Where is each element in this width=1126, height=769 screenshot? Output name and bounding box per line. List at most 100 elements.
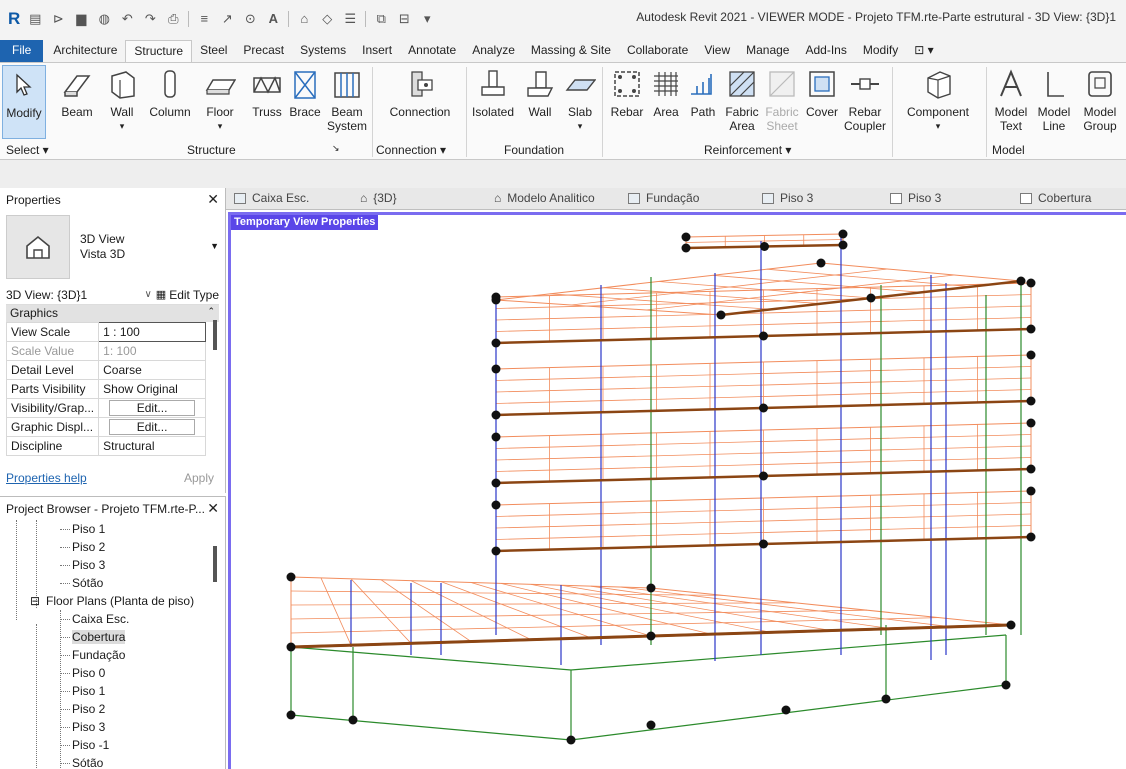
tree-group-floor-plans[interactable]: Floor Plans (Planta de piso) [46, 594, 195, 608]
slab-grid-line[interactable] [495, 434, 1032, 449]
detail-level-value[interactable]: Coarse [98, 360, 206, 380]
slab-grid-line[interactable] [495, 389, 1032, 404]
connection-panel-label[interactable]: Connection ▾ [376, 143, 447, 157]
analytical-node[interactable] [1026, 464, 1036, 474]
slab-grid-line[interactable] [604, 287, 822, 305]
tab-steel[interactable]: Steel [200, 43, 228, 57]
slab-grid-line[interactable] [495, 525, 1032, 540]
tree-item[interactable]: Fundação [72, 648, 126, 662]
column-button[interactable]: Column [146, 65, 194, 141]
ribbon-minimize-icon[interactable]: ⊡ ▾ [914, 43, 934, 57]
model-group-button[interactable]: Model Group [1078, 65, 1122, 141]
analytical-node[interactable] [1026, 396, 1036, 406]
slab-grid-line[interactable] [495, 513, 1032, 529]
analytical-node[interactable] [681, 232, 691, 242]
print-icon[interactable]: ⎙ [168, 11, 179, 26]
view-tab-fundacao[interactable]: Fundação [628, 191, 699, 205]
analytical-node[interactable] [866, 293, 876, 303]
tab-file[interactable]: File [0, 40, 44, 62]
slab-edge[interactable] [820, 262, 1022, 282]
properties-help-link[interactable]: Properties help [6, 471, 87, 485]
view-tab-caixa-esc[interactable]: Caixa Esc. [234, 191, 309, 205]
analytical-node[interactable] [286, 572, 296, 582]
save-icon[interactable]: ▆ [76, 11, 87, 26]
area-reinforcement-button[interactable]: Area [648, 65, 684, 141]
analytical-node[interactable] [491, 410, 501, 420]
revit-logo[interactable]: R [8, 9, 21, 28]
analytical-node[interactable] [491, 364, 501, 374]
tab-view[interactable]: View [704, 43, 731, 57]
section-icon[interactable]: ◇ [322, 11, 333, 26]
beam[interactable] [570, 634, 1007, 671]
slab-grid-line[interactable] [712, 274, 922, 293]
slab-edge[interactable] [495, 299, 722, 316]
tree-item[interactable]: Piso 2 [72, 540, 106, 554]
analytical-node[interactable] [348, 715, 358, 725]
analytical-node[interactable] [646, 720, 656, 730]
scrollbar-thumb[interactable] [213, 320, 217, 350]
truss-button[interactable]: Truss [248, 65, 286, 141]
select-panel-label[interactable]: Select ▾ [6, 143, 49, 157]
analytical-node[interactable] [716, 310, 726, 320]
graphic-display-edit-button[interactable]: Edit... [109, 419, 196, 435]
analytical-node[interactable] [781, 705, 791, 715]
slab-grid-line[interactable] [410, 580, 532, 641]
model-line-button[interactable]: Model Line [1034, 65, 1074, 141]
analytical-node[interactable] [646, 583, 656, 593]
chevron-down-icon[interactable]: ∨ [144, 289, 152, 300]
beam-button[interactable]: Beam [58, 65, 96, 141]
slab-grid-line[interactable] [766, 268, 972, 288]
default-3d-view-icon[interactable]: ⌂ [300, 11, 309, 26]
collapse-toggle-icon[interactable]: ⊟ [30, 594, 41, 608]
analytical-node[interactable] [681, 243, 691, 253]
apply-button[interactable]: Apply [183, 471, 214, 485]
graphics-group-header[interactable]: Graphics ⌃ [6, 305, 219, 322]
view-tab-piso-3-ceiling[interactable]: Piso 3 [890, 191, 941, 205]
slab-grid-line[interactable] [380, 579, 472, 642]
tab-add-ins[interactable]: Add-Ins [805, 43, 847, 57]
slab-grid-line[interactable] [658, 281, 872, 299]
analytical-node[interactable] [1026, 418, 1036, 428]
analytical-node[interactable] [1026, 278, 1036, 288]
slab-grid-line[interactable] [350, 578, 412, 644]
slab-grid-line[interactable] [290, 602, 796, 606]
thin-lines-icon[interactable]: ☰ [344, 11, 357, 26]
text-icon[interactable]: A [268, 11, 278, 26]
home-icon[interactable]: ▤ [29, 11, 42, 26]
slab-grid-line[interactable] [495, 377, 1032, 393]
tag-icon[interactable]: ⊙ [244, 11, 256, 26]
fabric-area-button[interactable]: Fabric Area [722, 65, 762, 141]
tree-item[interactable]: Caixa Esc. [72, 612, 130, 626]
slab-grid-line[interactable] [550, 293, 772, 310]
structural-wall-button[interactable]: Wall ▾ [102, 65, 142, 141]
tree-item[interactable]: Piso 3 [72, 558, 106, 572]
tab-architecture[interactable]: Architecture [53, 43, 118, 57]
reinforcement-panel-label[interactable]: Reinforcement ▾ [704, 143, 792, 157]
close-icon[interactable]: ✕ [207, 191, 219, 207]
analytical-node[interactable] [1026, 532, 1036, 542]
switch-windows-icon[interactable]: ⊟ [398, 11, 410, 26]
component-button[interactable]: Component ▾ [898, 65, 978, 141]
brace-button[interactable]: Brace [286, 65, 324, 141]
analytical-node[interactable] [759, 403, 768, 413]
3d-viewport[interactable]: Temporary View Properties [228, 212, 1126, 769]
tree-item-selected[interactable]: Cobertura [72, 630, 126, 644]
tab-insert[interactable]: Insert [362, 43, 393, 57]
tree-item[interactable]: Sótão [72, 576, 104, 590]
beam[interactable] [290, 646, 572, 671]
slab-grid-line[interactable] [495, 445, 1032, 461]
tab-structure[interactable]: Structure [125, 40, 193, 62]
undo-icon[interactable]: ↶ [121, 11, 133, 26]
analytical-node[interactable] [491, 500, 501, 510]
analytical-node[interactable] [491, 478, 501, 488]
analytical-node[interactable] [838, 229, 848, 239]
slab-grid-line[interactable] [500, 583, 712, 635]
tab-annotate[interactable]: Annotate [408, 43, 457, 57]
edit-type-button[interactable]: ▦ Edit Type [155, 287, 219, 302]
slab-edge[interactable] [495, 354, 1032, 370]
tab-massing-site[interactable]: Massing & Site [530, 43, 611, 57]
instance-selector[interactable]: 3D View: {3D}1 ∨ ▦ Edit Type [6, 285, 219, 305]
tab-precast[interactable]: Precast [243, 43, 285, 57]
customize-qat-icon[interactable]: ▾ [424, 11, 431, 26]
tab-analyze[interactable]: Analyze [472, 43, 515, 57]
